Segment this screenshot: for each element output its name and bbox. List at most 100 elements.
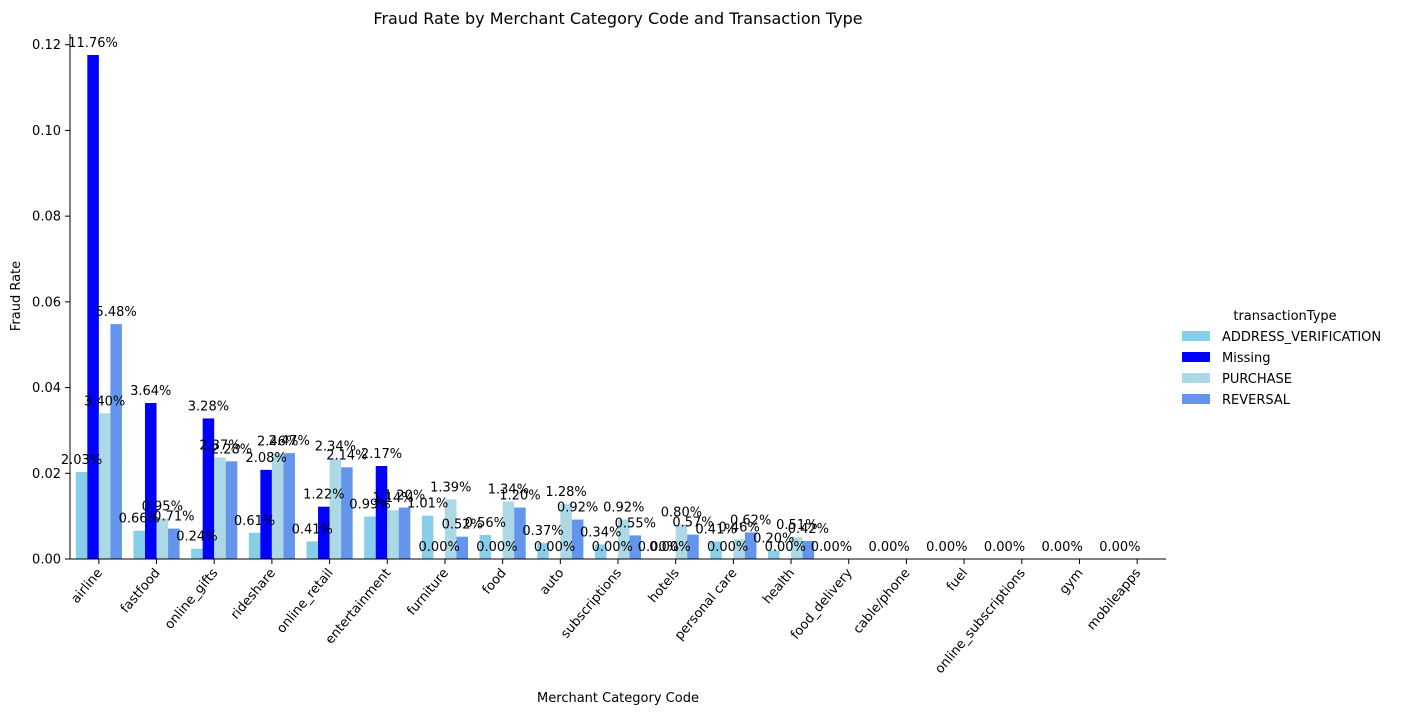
data-label-personal-care-purchase: 0.46% [718, 520, 759, 535]
data-label-online-retail-reversal: 2.14% [326, 448, 367, 463]
bar-airline-reversal [110, 324, 122, 559]
data-label-fuel-address-verification: 0.00% [926, 540, 967, 555]
legend-label-address-verification: ADDRESS_VERIFICATION [1222, 330, 1381, 345]
x-tick-label-food-delivery: food_delivery [788, 566, 856, 643]
data-label-mobileapps-address-verification: 0.00% [1099, 540, 1140, 555]
data-label-online-gifts-address-verification: 0.24% [176, 530, 217, 545]
data-label-auto-purchase: 1.28% [545, 485, 586, 500]
bar-entertainment-reversal [398, 507, 411, 559]
bar-personal-care-purchase [733, 539, 745, 559]
y-tick-label: 0.04 [32, 381, 61, 396]
data-labels-layer: 2.03% 11.76% 3.40% 5.48% 0.66% 3.64% 0.95%0.71… [61, 36, 1141, 555]
bar-online-gifts-purchase [214, 457, 226, 559]
bar-online-gifts-address-verification [191, 548, 203, 559]
data-label-fastfood-reversal: 0.71% [153, 510, 194, 525]
bar-subscriptions-address-verification [594, 544, 607, 559]
bar-fastfood-address-verification [133, 530, 145, 559]
data-label-food-address-verification: 0.56% [465, 516, 506, 531]
data-label-furniture-address-verification: 1.01% [407, 497, 448, 512]
y-tick-label: 0.08 [32, 210, 61, 225]
bar-fastfood-reversal [168, 528, 180, 559]
x-tick-label-online-retail: online_retail [274, 566, 337, 637]
bar-health-address-verification [767, 550, 780, 559]
x-tick-label-mobileapps: mobileapps [1084, 566, 1144, 634]
bar-online-retail-purchase [329, 458, 342, 559]
legend-title: transactionType [1233, 309, 1336, 324]
data-label-auto-address-verification: 0.37% [522, 524, 563, 539]
data-label-online-retail-purchase: 2.34% [315, 440, 356, 455]
data-label-subscriptions-missing: 0.00% [592, 540, 633, 555]
data-label-food-reversal: 1.20% [499, 489, 540, 504]
data-label-personal-care-reversal: 0.62% [730, 513, 771, 528]
y-tick-label: 0.02 [32, 467, 61, 482]
x-tick-label-cable-phone: cable/phone [851, 566, 914, 637]
y-tick-label: 0.06 [32, 295, 61, 310]
data-label-health-reversal: 0.42% [788, 522, 829, 537]
data-label-airline-reversal: 5.48% [95, 305, 136, 320]
legend-swatch-address-verification [1182, 331, 1210, 341]
bar-auto-purchase [560, 504, 572, 559]
bar-personal-care-reversal [744, 532, 757, 559]
bar-fastfood-missing [144, 403, 157, 559]
legend-swatch-missing [1182, 352, 1210, 362]
data-label-online-gifts-purchase: 2.37% [199, 438, 240, 453]
bar-airline-purchase [98, 413, 111, 559]
x-axis-title: Merchant Category Code [537, 691, 699, 706]
bar-online-gifts-missing [202, 418, 215, 559]
data-label-entertainment-purchase: 1.14% [372, 491, 413, 506]
bar-hotels-purchase [675, 524, 688, 559]
x-tick-label-hotels: hotels [646, 566, 683, 606]
legend: transactionType ADDRESS_VERIFICATION Miss… [1182, 309, 1381, 408]
data-label-entertainment-reversal: 1.20% [384, 489, 425, 504]
y-axis-title: Fraud Rate [9, 261, 24, 331]
data-label-airline-purchase: 3.40% [84, 394, 125, 409]
legend-label-missing: Missing [1222, 351, 1270, 366]
bar-entertainment-address-verification [364, 516, 376, 559]
bar-entertainment-purchase [387, 510, 399, 559]
data-label-personal-care-address-verification: 0.41% [695, 522, 736, 537]
bar-rideshare-purchase [271, 453, 284, 559]
x-tick-label-airline: airline [68, 566, 105, 607]
x-tick-label-fuel: fuel [944, 566, 971, 594]
data-label-airline-address-verification: 2.03% [61, 453, 102, 468]
data-label-fastfood-address-verification: 0.66% [119, 512, 160, 527]
annotation-label-hotels: 0.00% [638, 540, 679, 555]
bar-rideshare-reversal [283, 453, 295, 559]
x-tick-label-auto: auto [537, 566, 567, 598]
x-tick-label-rideshare: rideshare [228, 566, 279, 623]
bar-furniture-purchase [444, 499, 457, 559]
data-label-food-delivery-address-verification: 0.00% [811, 540, 852, 555]
data-label-health-missing: 0.00% [765, 540, 806, 555]
data-label-rideshare-missing: 2.08% [245, 451, 286, 466]
data-label-health-address-verification: 0.20% [753, 531, 794, 546]
data-label-hotels-reversal: 0.57% [672, 516, 713, 531]
data-label-health-purchase: 0.51% [776, 518, 817, 533]
chart-title: Fraud Rate by Merchant Category Code and… [373, 9, 862, 28]
bar-food-reversal [514, 507, 526, 559]
data-label-furniture-reversal: 0.52% [442, 518, 483, 533]
x-tick-label-furniture: furniture [404, 566, 452, 619]
data-label-auto-missing: 0.00% [534, 540, 575, 555]
data-label-personal-care-missing: 0.00% [707, 540, 748, 555]
x-tick-label-online-gifts: online_gifts [162, 566, 221, 633]
bar-auto-address-verification [537, 543, 549, 559]
y-tick-label: 0.10 [32, 124, 61, 139]
bar-online-retail-missing [318, 506, 330, 559]
bars-layer [75, 55, 815, 559]
x-tick-label-fastfood: fastfood [118, 566, 164, 616]
data-label-online-retail-missing: 1.22% [303, 488, 344, 503]
bar-airline-missing [87, 55, 99, 559]
data-label-airline-missing: 11.76% [68, 36, 118, 51]
legend-label-purchase: PURCHASE [1222, 372, 1292, 387]
legend-swatch-purchase [1182, 373, 1210, 383]
bar-fastfood-purchase [156, 518, 169, 559]
data-label-online-gifts-missing: 3.28% [188, 399, 229, 414]
x-tick-label-personal-care: personal care [672, 566, 740, 643]
bar-furniture-address-verification [421, 515, 434, 559]
x-tick-label-subscriptions: subscriptions [558, 566, 625, 642]
data-label-gym-address-verification: 0.00% [1042, 540, 1083, 555]
data-label-cable-phone-address-verification: 0.00% [868, 540, 909, 555]
data-label-subscriptions-address-verification: 0.34% [580, 525, 621, 540]
